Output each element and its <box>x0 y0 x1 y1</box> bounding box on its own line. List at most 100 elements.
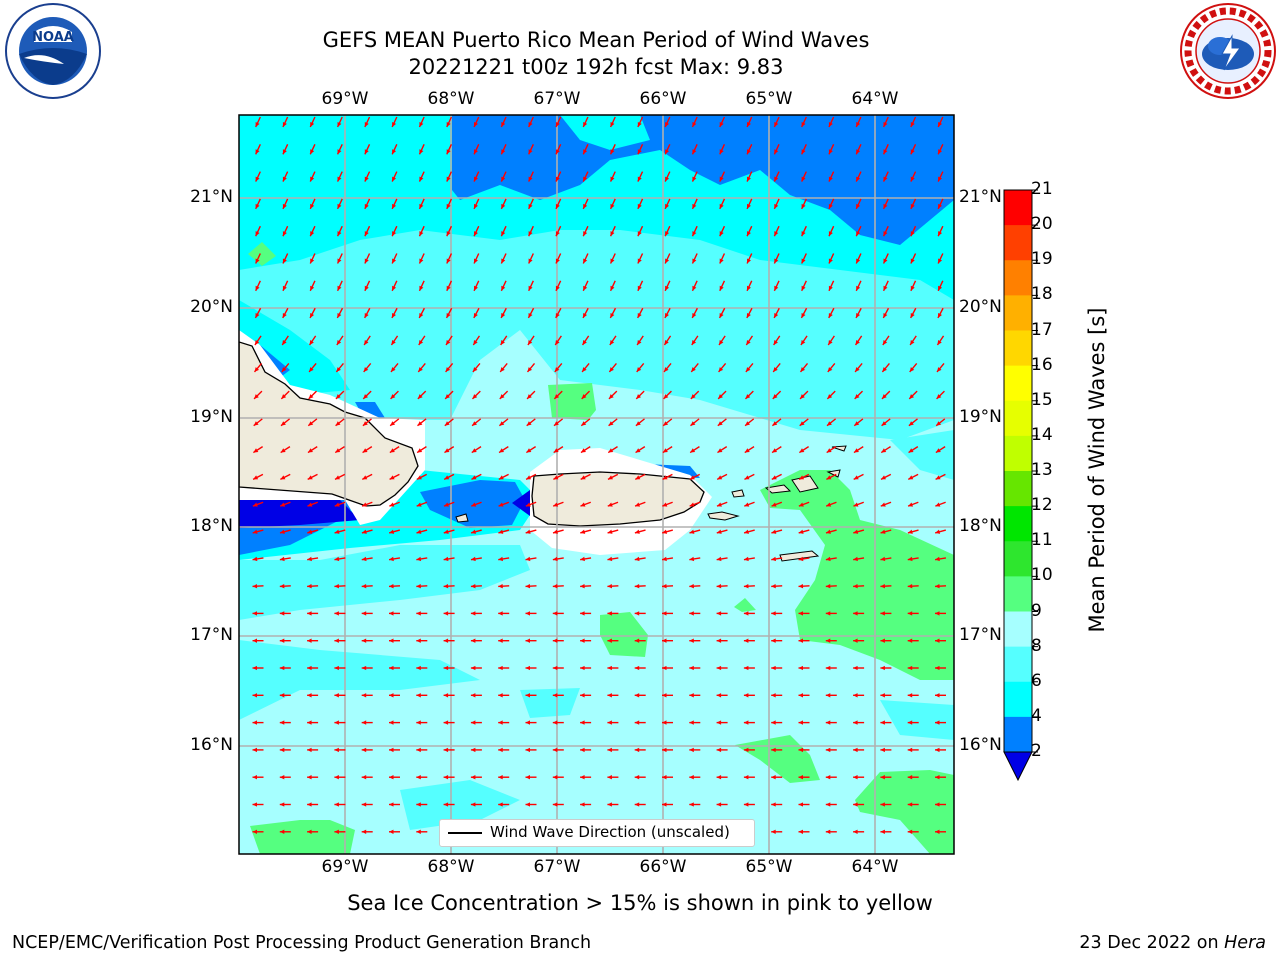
wave-arrow-head <box>364 258 369 264</box>
wave-arrow-head <box>389 720 394 725</box>
wave-arrow-head <box>692 121 697 127</box>
wave-arrow-head <box>280 502 286 507</box>
wave-arrow-head <box>935 583 940 589</box>
wave-arrow-head <box>692 312 697 318</box>
lat-label-right: 17°N <box>959 625 1002 645</box>
wave-arrow-head <box>880 720 885 725</box>
wave-arrow-head <box>607 611 612 616</box>
wave-arrow-head <box>826 475 832 480</box>
wave-arrow-head <box>801 231 806 237</box>
map-subtitle-forecast: 20221221 t00z 192h fcst Max: 9.83 <box>408 55 784 79</box>
wave-arrow-head <box>580 502 586 507</box>
footer-date: 23 Dec 2022 on Hera <box>1079 933 1266 953</box>
wave-arrow-head <box>798 502 804 507</box>
wave-arrow-head <box>417 421 423 426</box>
wave-arrow-head <box>419 258 424 264</box>
wave-arrow-head <box>552 720 558 725</box>
wave-arrow-head <box>854 394 860 399</box>
colorbar-title: Mean Period of Wind Waves [s] <box>1085 307 1109 633</box>
wave-arrow-head <box>419 176 424 182</box>
wave-arrow-head <box>743 638 749 643</box>
wave-arrow-head <box>798 529 804 534</box>
colorbar-tick-label: 16 <box>1031 354 1053 375</box>
wave-arrow-head <box>498 529 504 534</box>
wave-arrow-head <box>307 829 312 834</box>
wave-arrow-head <box>364 285 369 291</box>
wave-arrow-head <box>935 829 940 834</box>
wave-arrow-head <box>552 556 558 562</box>
graticule <box>239 115 954 854</box>
wave-arrow-head <box>334 775 339 780</box>
wave-arrow-head <box>416 556 422 562</box>
lon-label-top: 65°W <box>745 89 793 109</box>
wave-arrow-head <box>798 583 804 589</box>
wave-arrow-head <box>938 149 943 155</box>
wave-arrow-head <box>498 802 503 807</box>
wave-arrow-head <box>307 747 312 753</box>
wave-arrow-head <box>771 693 776 698</box>
wave-arrow-head <box>907 747 913 753</box>
wave-arrow-head <box>717 421 723 426</box>
wave-arrow-head <box>607 502 613 507</box>
wave-arrow-head <box>279 829 285 834</box>
wave-arrow-head <box>771 529 777 534</box>
wave-arrow-head <box>443 583 449 589</box>
wave-arrow-head <box>526 421 532 426</box>
map-title: GEFS MEAN Puerto Rico Mean Period of Win… <box>322 28 870 52</box>
wave-arrow-head <box>800 367 806 372</box>
wave-arrow-head <box>853 802 858 807</box>
wave-arrow-head <box>744 475 750 480</box>
wave-arrow-head <box>525 529 531 534</box>
wave-arrow-head <box>389 693 394 698</box>
wave-arrow-head <box>391 340 396 345</box>
wave-arrow-head <box>744 448 750 453</box>
wave-arrow-head <box>856 285 861 291</box>
wave-arrow-head <box>634 556 640 562</box>
wave-arrow-head <box>637 340 642 345</box>
wave-arrow-head <box>935 502 941 507</box>
colorbar-segment <box>1004 611 1032 648</box>
wave-arrow-head <box>662 556 667 562</box>
wave-arrow-head <box>525 747 531 753</box>
wave-arrow-head <box>607 747 612 753</box>
wave-arrow-head <box>881 394 887 399</box>
wave-arrow-head <box>253 475 259 480</box>
wave-arrow-head <box>828 231 833 237</box>
wave-arrow-head <box>853 638 858 643</box>
wave-arrow-head <box>335 421 341 426</box>
wave-arrow-head <box>525 802 531 807</box>
wave-arrow-head <box>744 529 749 534</box>
wave-arrow-head <box>798 775 804 780</box>
wave-arrow-head <box>255 176 260 182</box>
wave-arrow-head <box>279 583 285 589</box>
wave-arrow-head <box>935 529 941 534</box>
wave-arrow-head <box>389 638 394 643</box>
wave-arrow-head <box>252 665 258 671</box>
wave-arrow-head <box>610 121 615 127</box>
wave-arrow-head <box>389 775 394 780</box>
wave-arrow-head <box>771 802 776 807</box>
wave-arrow-head <box>470 775 476 780</box>
wave-arrow-head <box>279 802 285 807</box>
wave-arrow-head <box>826 421 832 426</box>
wave-arrow-head <box>743 747 749 753</box>
wave-arrow-head <box>474 121 478 127</box>
wave-arrow-head <box>772 421 778 426</box>
wave-arrow-head <box>826 502 832 507</box>
wave-arrow-head <box>309 340 314 345</box>
wave-arrow-head <box>663 394 669 399</box>
wave-arrow-head <box>552 611 558 616</box>
wave-arrow-head <box>416 529 422 534</box>
wave-arrow-head <box>583 176 588 182</box>
wave-arrow-head <box>392 121 397 127</box>
colorbar-segment <box>1004 646 1032 683</box>
wave-arrow-head <box>580 448 586 453</box>
wave-arrow-head <box>361 665 367 671</box>
wave-arrow-head <box>908 502 914 507</box>
wave-arrow-head <box>525 556 531 562</box>
wave-arrow-head <box>635 502 641 507</box>
wave-arrow-head <box>583 121 588 127</box>
wave-arrow-head <box>472 421 477 426</box>
wave-arrow-head <box>798 829 804 834</box>
wave-arrow-head <box>279 638 285 643</box>
